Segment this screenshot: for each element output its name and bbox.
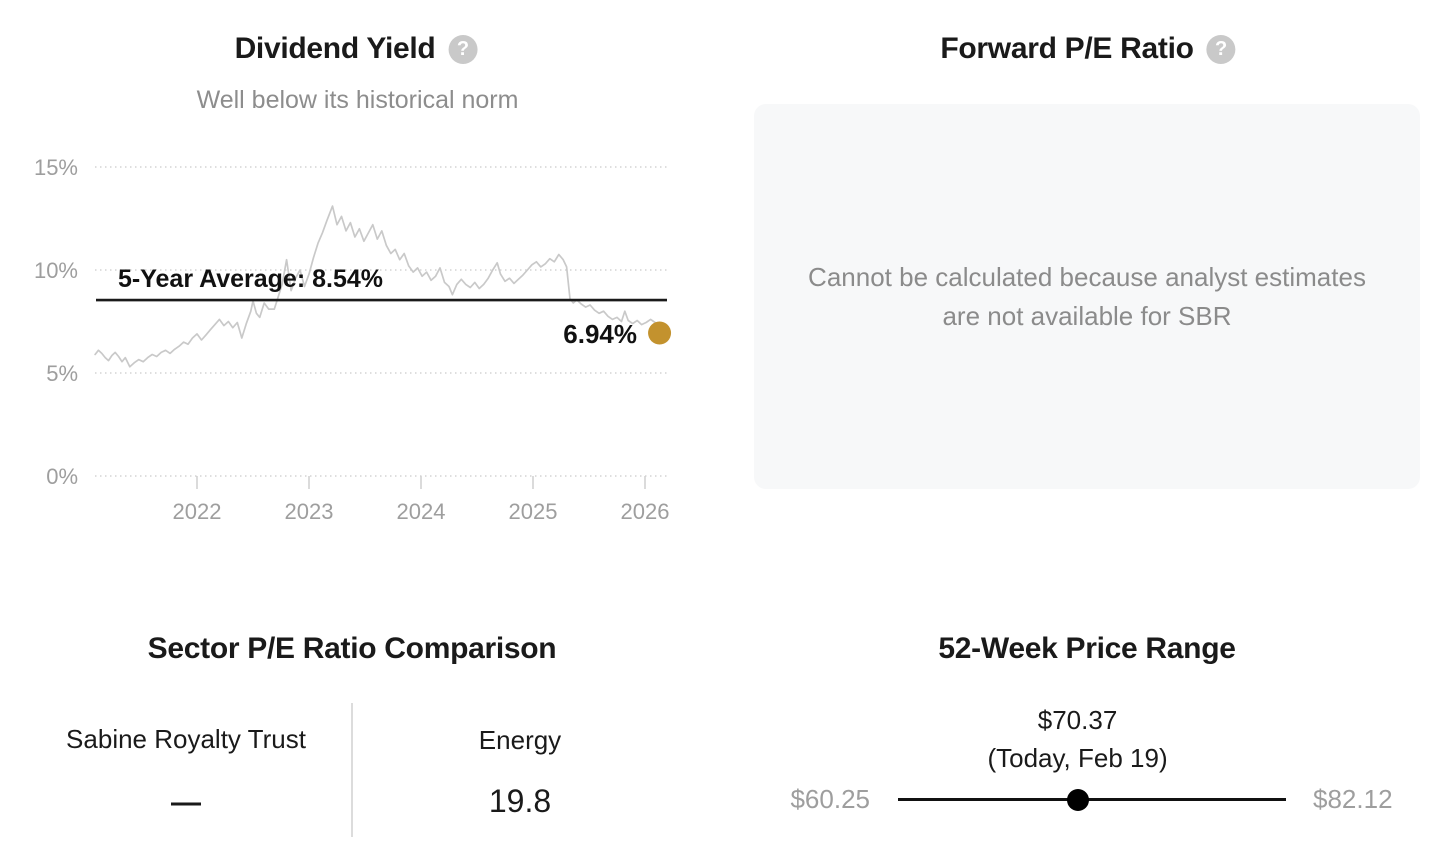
current-value-dot	[648, 321, 672, 345]
y-axis-label: 5%	[46, 361, 78, 386]
x-axis-label: 2024	[397, 499, 446, 524]
price-range-header: 52-Week Price Range	[938, 632, 1236, 666]
x-axis-label: 2025	[509, 499, 558, 524]
sector-pe-title: Sector P/E Ratio Comparison	[147, 632, 557, 665]
price-range-thumb	[1066, 789, 1089, 811]
price-range-current-price: $70.37	[1037, 705, 1118, 735]
five-year-average-label: 5-Year Average: 8.54%	[118, 265, 383, 293]
price-range-low-label: $60.25	[790, 784, 870, 814]
dividend-yield-help-icon[interactable]: ?	[448, 34, 478, 64]
price-range-high-label: $82.12	[1313, 784, 1393, 814]
dividend-yield-header: Dividend Yield ?	[235, 32, 478, 66]
price-range-current-date: (Today, Feb 19)	[987, 743, 1168, 773]
current-value-label: 6.94%	[563, 319, 637, 349]
y-axis-label: 10%	[34, 258, 78, 283]
price-range-title: 52-Week Price Range	[938, 632, 1236, 665]
forward-pe-message: Cannot be calculated because analyst est…	[808, 261, 1366, 331]
price-range-track	[898, 798, 1286, 801]
dividend-yield-title: Dividend Yield	[234, 32, 436, 65]
x-axis-label: 2023	[285, 499, 334, 524]
x-axis-label: 2022	[173, 499, 222, 524]
sector-pe-company-label: Sabine Royalty Trust	[66, 724, 306, 754]
dividend-yield-series-line	[94, 205, 661, 368]
forward-pe-panel: Cannot be calculated because analyst est…	[754, 104, 1420, 489]
sector-pe-company-value: —	[171, 786, 201, 819]
sector-pe-sector-label: Energy	[478, 725, 562, 755]
dividend-yield-chart: 0% 5% 10% 15% 2022 2023 2024 2025 2026 5-Year Ave…	[34, 155, 672, 524]
dividend-yield-subtitle: Well below its historical norm	[196, 86, 519, 114]
sector-pe-header: Sector P/E Ratio Comparison	[148, 632, 557, 666]
sector-pe-sector-value: 19.8	[488, 783, 552, 819]
sector-pe-divider	[351, 703, 353, 837]
forward-pe-header: Forward P/E Ratio ?	[940, 32, 1236, 66]
y-axis-label: 15%	[34, 155, 78, 180]
forward-pe-help-icon[interactable]: ?	[1206, 34, 1236, 64]
x-axis-label: 2026	[621, 499, 670, 524]
y-axis-label: 0%	[46, 464, 78, 489]
forward-pe-title: Forward P/E Ratio	[940, 32, 1194, 65]
